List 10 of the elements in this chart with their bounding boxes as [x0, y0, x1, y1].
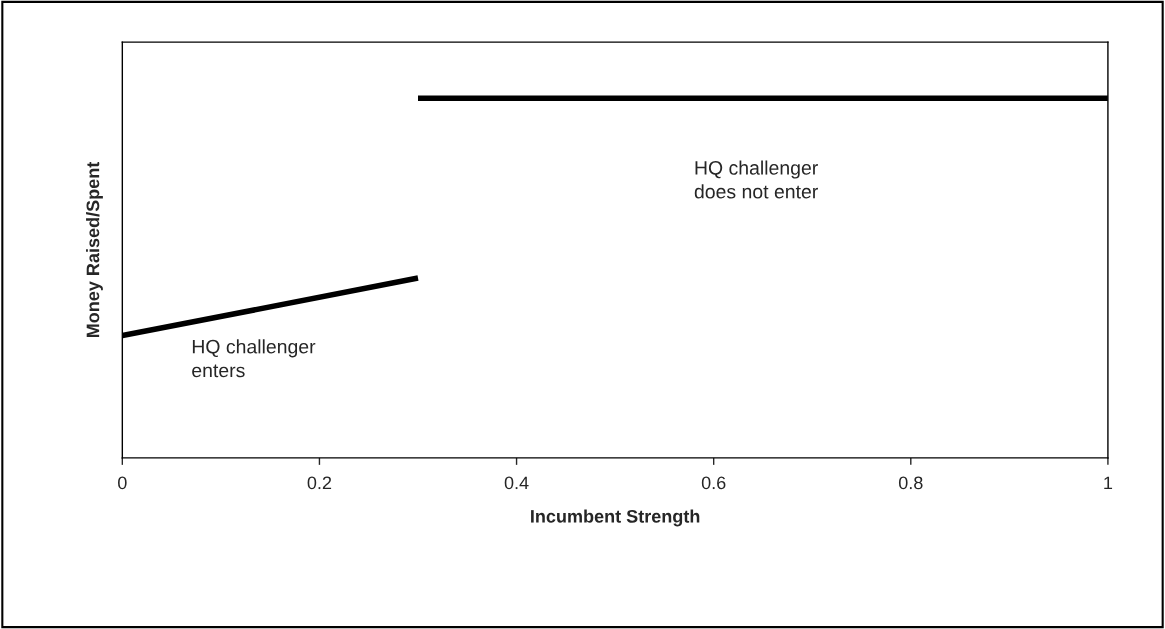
annotation: HQ challenger does not enter	[694, 160, 818, 199]
x-tick-label: 0	[118, 476, 127, 490]
x-tick-label: 0.8	[898, 476, 923, 490]
annotation: HQ challenger enters	[192, 339, 316, 378]
x-tick-label: 0.4	[504, 476, 529, 490]
x-tick-label: 1	[1104, 476, 1113, 490]
y-axis-title: Money Raised/Spent	[86, 161, 103, 338]
x-axis-title: Incumbent Strength	[531, 509, 700, 527]
x-tick-label: 0.6	[701, 476, 726, 490]
x-tick-label: 0.2	[307, 476, 332, 490]
